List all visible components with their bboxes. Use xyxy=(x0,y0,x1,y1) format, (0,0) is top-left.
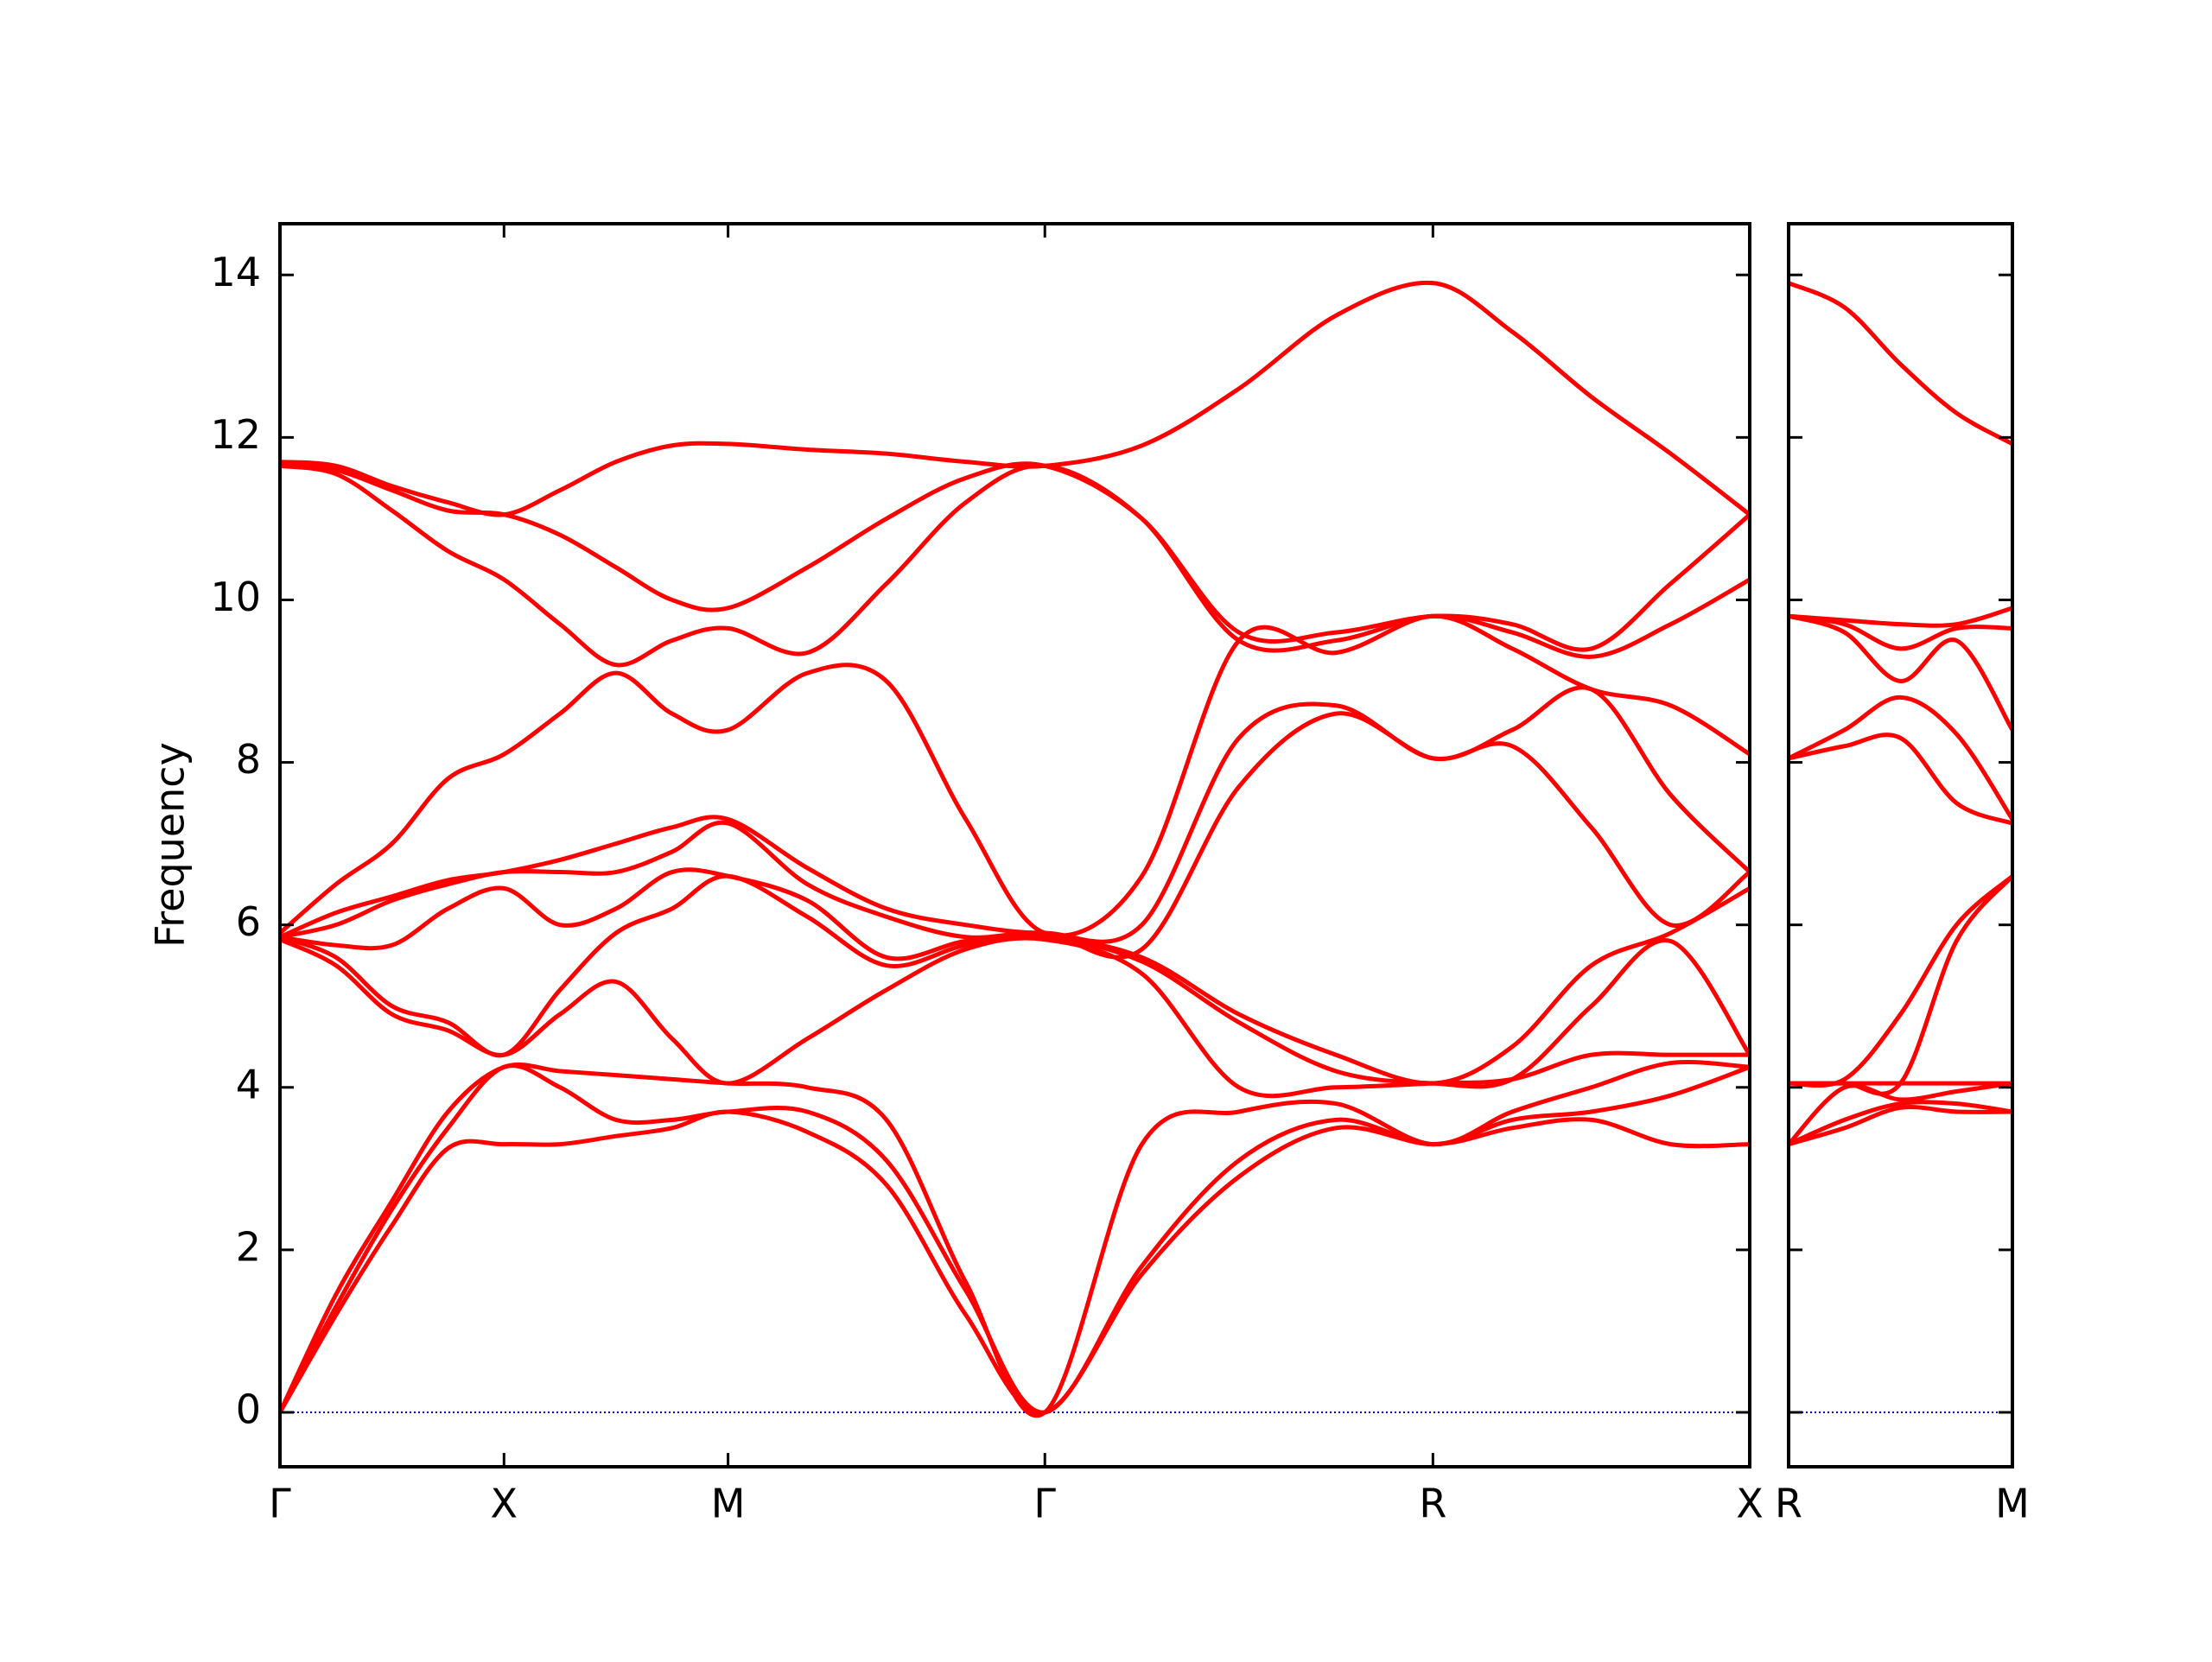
band-line xyxy=(279,867,1751,1086)
band-line xyxy=(1787,1081,2013,1146)
x-tick-label: M xyxy=(711,1481,746,1527)
x-tick-label: R xyxy=(1775,1481,1802,1527)
x-tick-label: Γ xyxy=(269,1481,291,1527)
x-tick-label: X xyxy=(491,1481,518,1527)
y-tick-label: 14 xyxy=(210,249,261,295)
band-line xyxy=(279,463,1751,668)
x-tick-label: Γ xyxy=(1033,1481,1056,1527)
y-tick-label: 2 xyxy=(236,1223,261,1270)
band-line xyxy=(277,1063,1751,1415)
band-line xyxy=(1787,695,2015,821)
band-line xyxy=(279,280,1751,517)
band-line xyxy=(1788,613,2015,732)
band-line xyxy=(277,1059,1751,1418)
x-tick-label: M xyxy=(1995,1481,2030,1527)
plot-frame xyxy=(278,222,1751,1469)
band-line xyxy=(277,1109,1751,1415)
x-tick-label: X xyxy=(1736,1481,1764,1527)
y-tick-label: 4 xyxy=(236,1061,261,1107)
band-line xyxy=(279,460,1751,652)
y-tick-label: 10 xyxy=(210,574,261,620)
band-line xyxy=(1788,281,2014,447)
band-line xyxy=(1788,1100,2013,1146)
y-tick-label: 6 xyxy=(236,898,261,945)
x-tick-label: R xyxy=(1419,1481,1446,1527)
y-axis-label: Frequency xyxy=(147,742,194,948)
y-tick-label: 0 xyxy=(236,1386,261,1432)
band-line xyxy=(1788,733,2013,826)
band-line xyxy=(279,873,1752,1089)
band-line xyxy=(279,711,1751,960)
band-line xyxy=(278,936,1750,1099)
band-line xyxy=(279,685,1751,944)
band-line xyxy=(1788,1105,2013,1147)
band-line xyxy=(1788,874,2014,1088)
band-line xyxy=(1789,874,2014,1096)
plot-frame xyxy=(1787,222,2014,1469)
y-tick-label: 8 xyxy=(236,736,261,783)
band-line xyxy=(278,613,1751,938)
band-line xyxy=(1788,606,2013,628)
y-tick-label: 12 xyxy=(210,411,261,458)
